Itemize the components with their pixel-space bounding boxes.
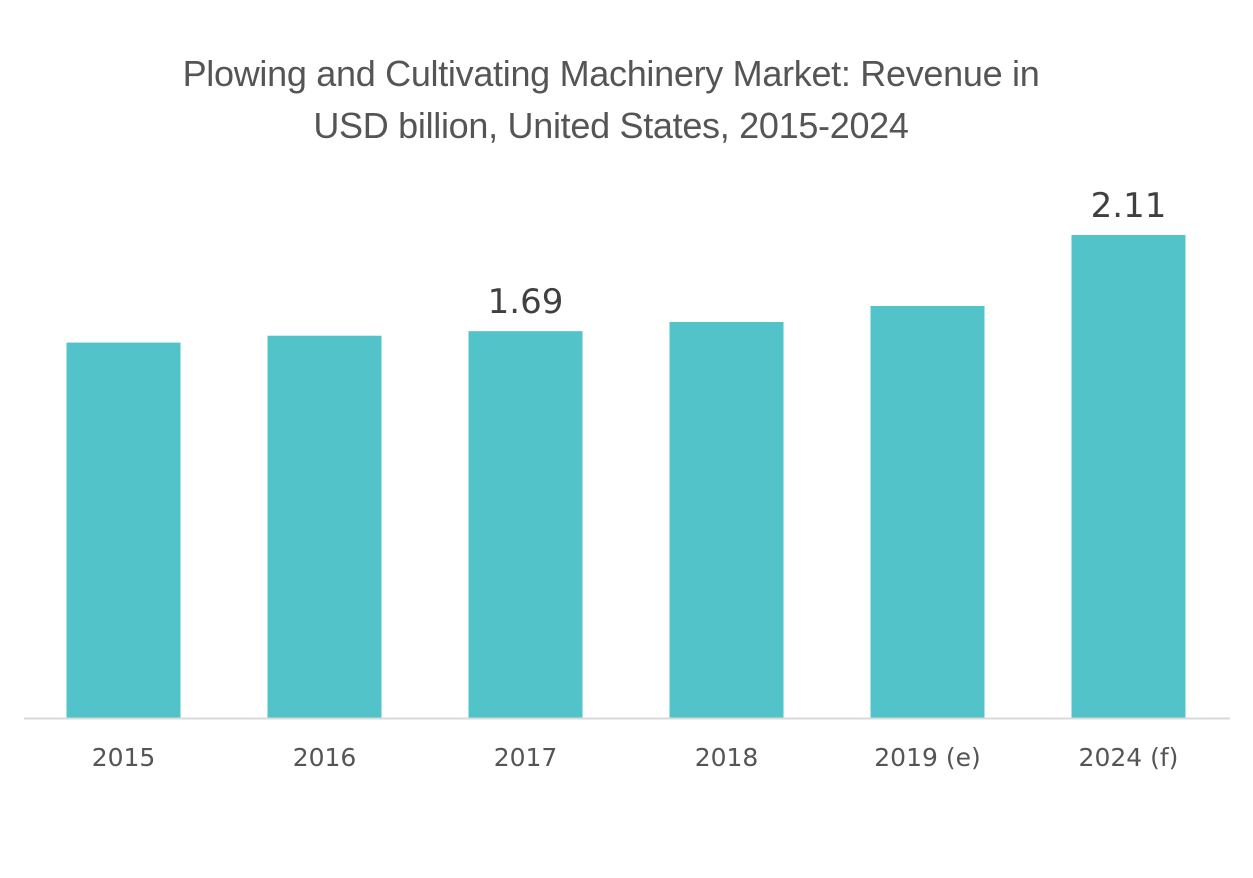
chart-title-line-2: USD billion, United States, 2015-2024 bbox=[313, 105, 909, 146]
data-label: 2.11 bbox=[1091, 186, 1167, 226]
x-tick-label: 2017 bbox=[494, 743, 558, 772]
chart-title-line-1: Plowing and Cultivating Machinery Market… bbox=[182, 53, 1040, 94]
x-tick-label: 2015 bbox=[92, 743, 156, 772]
bars-layer bbox=[66, 235, 1186, 718]
bar-2018 bbox=[669, 321, 784, 718]
chart-title: Plowing and Cultivating Machinery Market… bbox=[0, 48, 1222, 152]
x-tick-label: 2019 (e) bbox=[874, 743, 980, 772]
bar-2017 bbox=[468, 331, 583, 718]
x-tick-label: 2018 bbox=[695, 743, 759, 772]
bar-2016 bbox=[267, 335, 382, 718]
x-tick-label: 2016 bbox=[293, 743, 357, 772]
bar-2019-e bbox=[870, 305, 985, 718]
x-tick-label: 2024 (f) bbox=[1079, 743, 1179, 772]
data-label: 1.69 bbox=[488, 282, 564, 322]
labels-layer: 2015 2016 1.69 2017 2018 2019 (e) 2.11 2024 (f) bbox=[92, 186, 1179, 772]
bar-2024-f bbox=[1071, 235, 1186, 718]
bar-2015 bbox=[66, 342, 181, 718]
